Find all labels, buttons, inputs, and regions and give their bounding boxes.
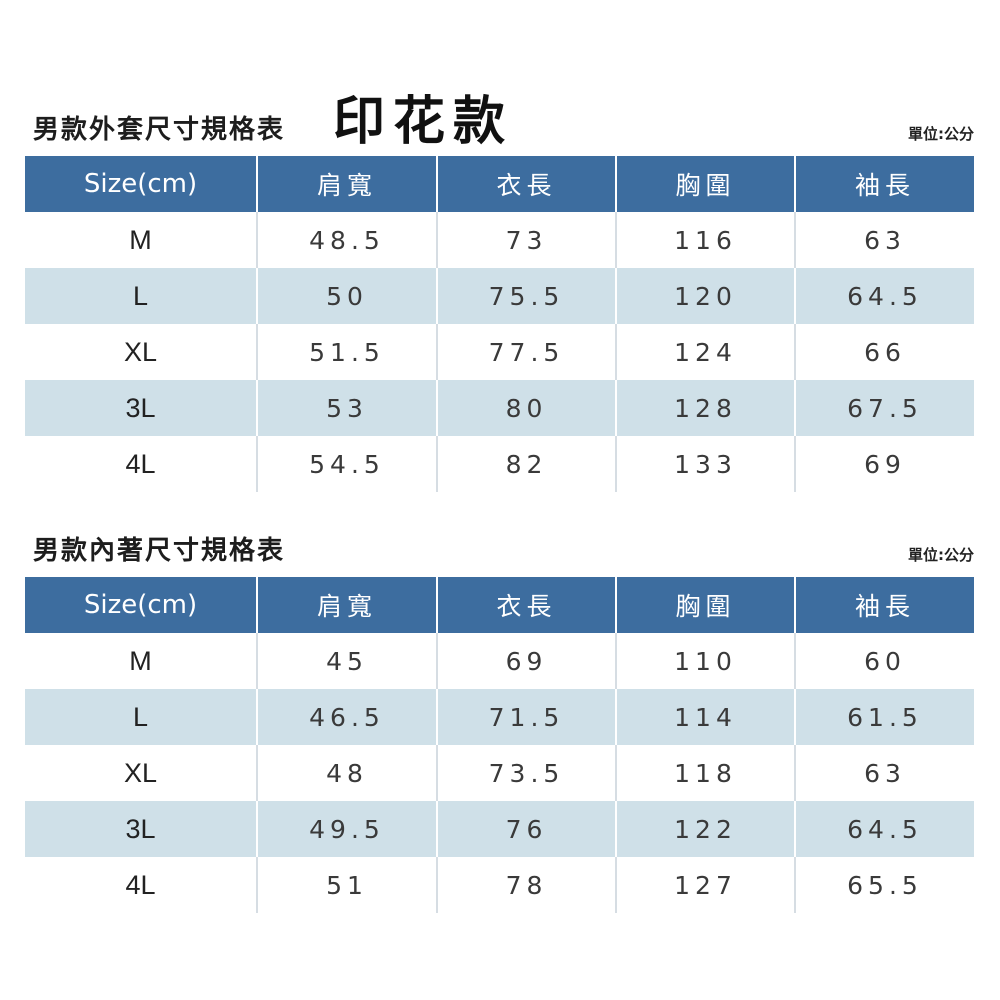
chest-cell: 124	[615, 324, 795, 380]
table-header-row: Size(cm) 肩寬 衣長 胸圍 袖長	[25, 156, 974, 212]
length-cell: 77.5	[436, 324, 616, 380]
header-length: 衣長	[436, 577, 616, 633]
sleeve-cell: 63	[794, 212, 974, 268]
header-chest: 胸圍	[615, 156, 795, 212]
shoulder-cell: 46.5	[256, 689, 437, 745]
length-cell: 73.5	[436, 745, 616, 801]
shoulder-cell: 54.5	[256, 436, 437, 492]
size-cell: M	[129, 224, 152, 255]
print-style-title: 印花款	[333, 92, 514, 152]
chest-cell: 122	[615, 801, 795, 857]
chest-cell: 133	[615, 436, 795, 492]
table-row: 4L 54.5 82 133 69	[25, 436, 974, 492]
shoulder-cell: 49.5	[256, 801, 437, 857]
length-cell: 71.5	[436, 689, 616, 745]
header-sleeve: 袖長	[794, 156, 974, 212]
outer-table-title: 男款外套尺寸規格表	[33, 115, 286, 145]
header-chest: 胸圍	[615, 577, 795, 633]
size-cell: M	[129, 645, 152, 676]
header-shoulder: 肩寬	[256, 577, 437, 633]
table-row: L 46.5 71.5 114 61.5	[25, 689, 974, 745]
outer-size-table: Size(cm) 肩寬 衣長 胸圍 袖長 M 48.5 73 116 63 L …	[25, 156, 974, 492]
chest-cell: 110	[615, 633, 795, 689]
sleeve-cell: 67.5	[794, 380, 974, 436]
sleeve-cell: 66	[794, 324, 974, 380]
chest-cell: 118	[615, 745, 795, 801]
length-cell: 73	[436, 212, 616, 268]
shoulder-cell: 45	[256, 633, 437, 689]
chest-cell: 127	[615, 857, 795, 913]
inner-title-row: 男款內著尺寸規格表 單位:公分	[25, 525, 974, 577]
length-cell: 69	[436, 633, 616, 689]
shoulder-cell: 48	[256, 745, 437, 801]
table-row: L 50 75.5 120 64.5	[25, 268, 974, 324]
size-cell: L	[25, 268, 257, 324]
inner-size-section: 男款內著尺寸規格表 單位:公分 Size(cm) 肩寬 衣長 胸圍 袖長 M 4…	[25, 525, 974, 913]
size-cell: 4L	[125, 448, 156, 479]
header-shoulder: 肩寬	[256, 156, 437, 212]
table-row: M 45 69 110 60	[25, 633, 974, 689]
header-size: Size(cm)	[25, 577, 257, 633]
inner-unit-label: 單位:公分	[908, 546, 974, 564]
table-row: XL 51.5 77.5 124 66	[25, 324, 974, 380]
header-size: Size(cm)	[25, 156, 257, 212]
table-row: 4L 51 78 127 65.5	[25, 857, 974, 913]
outer-size-section: 男款外套尺寸規格表 印花款 單位:公分 Size(cm) 肩寬 衣長 胸圍 袖長…	[25, 78, 974, 492]
chest-cell: 120	[615, 268, 795, 324]
shoulder-cell: 50	[256, 268, 437, 324]
length-cell: 80	[436, 380, 616, 436]
sleeve-cell: 63	[794, 745, 974, 801]
sleeve-cell: 60	[794, 633, 974, 689]
sleeve-cell: 65.5	[794, 857, 974, 913]
length-cell: 75.5	[436, 268, 616, 324]
table-row: 3L 49.5 76 122 64.5	[25, 801, 974, 857]
outer-title-row: 男款外套尺寸規格表 印花款 單位:公分	[25, 78, 974, 156]
size-cell: 3L	[25, 801, 257, 857]
size-cell: L	[25, 689, 257, 745]
inner-size-table: Size(cm) 肩寬 衣長 胸圍 袖長 M 45 69 110 60 L 46…	[25, 577, 974, 913]
sleeve-cell: 69	[794, 436, 974, 492]
sleeve-cell: 64.5	[794, 801, 974, 857]
length-cell: 76	[436, 801, 616, 857]
outer-unit-label: 單位:公分	[908, 125, 974, 143]
size-cell: 3L	[25, 380, 257, 436]
size-cell: 4L	[125, 869, 156, 900]
sleeve-cell: 61.5	[794, 689, 974, 745]
table-header-row: Size(cm) 肩寬 衣長 胸圍 袖長	[25, 577, 974, 633]
shoulder-cell: 53	[256, 380, 437, 436]
inner-table-title: 男款內著尺寸規格表	[33, 536, 286, 566]
chest-cell: 128	[615, 380, 795, 436]
table-row: 3L 53 80 128 67.5	[25, 380, 974, 436]
length-cell: 78	[436, 857, 616, 913]
header-length: 衣長	[436, 156, 616, 212]
size-cell: XL	[123, 757, 158, 788]
shoulder-cell: 48.5	[256, 212, 437, 268]
chest-cell: 116	[615, 212, 795, 268]
header-sleeve: 袖長	[794, 577, 974, 633]
chest-cell: 114	[615, 689, 795, 745]
table-row: M 48.5 73 116 63	[25, 212, 974, 268]
shoulder-cell: 51.5	[256, 324, 437, 380]
sleeve-cell: 64.5	[794, 268, 974, 324]
size-cell: XL	[123, 336, 158, 367]
shoulder-cell: 51	[256, 857, 437, 913]
length-cell: 82	[436, 436, 616, 492]
table-row: XL 48 73.5 118 63	[25, 745, 974, 801]
